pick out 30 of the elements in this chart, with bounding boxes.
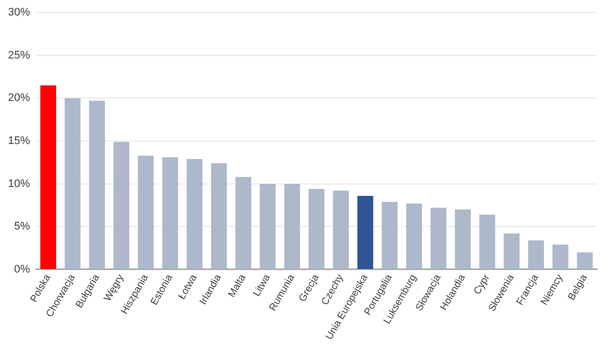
bar — [138, 156, 154, 269]
y-tick-label: 30% — [8, 6, 30, 19]
bar — [40, 85, 56, 269]
bar — [357, 196, 374, 269]
bar — [504, 233, 520, 269]
y-tick-label: 20% — [8, 92, 30, 104]
bar — [211, 163, 227, 269]
bar — [382, 202, 398, 269]
bar — [308, 188, 324, 269]
y-tick-label: 5% — [14, 220, 30, 233]
bar — [284, 184, 300, 269]
bar — [528, 240, 544, 269]
bar — [260, 184, 276, 269]
y-tick-label: 0% — [14, 263, 30, 276]
bar — [552, 244, 568, 269]
bar — [479, 214, 496, 269]
y-tick-label: 10% — [8, 178, 30, 190]
bar — [576, 252, 593, 269]
bar — [332, 190, 349, 269]
y-tick-label: 15% — [8, 135, 30, 148]
bar — [64, 98, 81, 269]
bar — [186, 159, 202, 269]
bar — [89, 100, 105, 269]
bar — [454, 210, 471, 269]
bar — [430, 208, 446, 269]
bar — [162, 157, 178, 269]
y-tick-label: 25% — [8, 49, 30, 62]
bar — [406, 204, 422, 269]
bar — [235, 176, 252, 269]
bar — [113, 142, 130, 269]
